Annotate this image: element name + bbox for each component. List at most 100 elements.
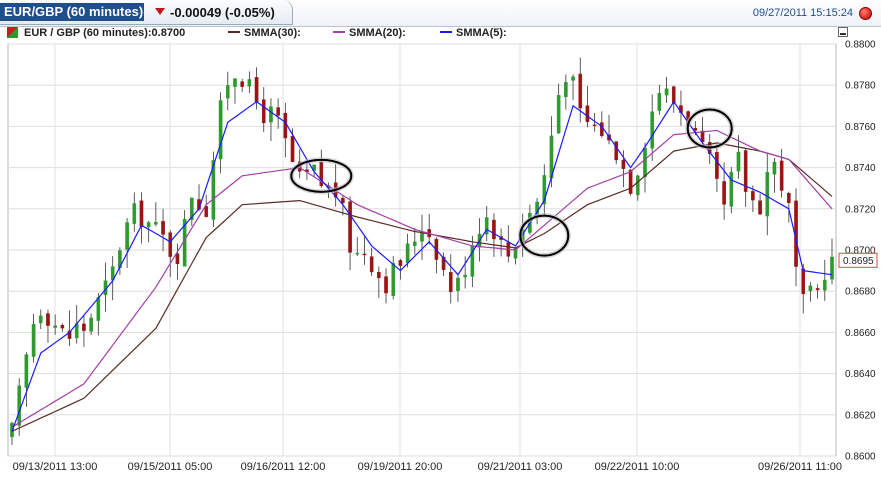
candle (154, 202, 158, 227)
live-indicator-icon[interactable] (859, 7, 872, 20)
candle (650, 94, 654, 162)
legend-smma20: SMMA(20): (333, 27, 406, 39)
candle (657, 84, 662, 115)
candle (413, 227, 417, 255)
price-change: -0.00049 (-0.05%) (170, 5, 275, 20)
candle (89, 313, 93, 336)
smma30-line (11, 142, 833, 432)
symbol-label[interactable]: EUR/GBP (60 minutes) (0, 3, 144, 21)
legend-smma5-label: SMMA(5): (456, 27, 507, 39)
candlestick-icon (7, 27, 18, 38)
candle (484, 205, 489, 242)
candle (38, 309, 43, 330)
last-price-label: 0.8695 (843, 256, 874, 267)
y-tick-label: 0.8700 (845, 246, 876, 257)
time-axis: 09/13/2011 13:00 09/15/2011 05:00 09/16/20… (13, 461, 842, 473)
chart-legend: EUR / GBP (60 minutes):0.8700 SMMA(30): … (0, 26, 881, 40)
candle (362, 236, 367, 265)
candle (391, 256, 396, 300)
candle (233, 78, 237, 104)
smma5-swatch (440, 31, 452, 34)
candle (635, 174, 640, 201)
candle (542, 164, 547, 217)
candle (247, 71, 252, 94)
quote-datetime: 09/27/2011 15:15:24 (752, 7, 853, 19)
candle (830, 238, 834, 285)
candle (218, 92, 223, 174)
candle (585, 85, 590, 128)
candle (722, 162, 726, 220)
y-tick-label: 0.8600 (845, 452, 876, 463)
candle (53, 314, 57, 335)
y-tick-label: 0.8680 (845, 287, 876, 298)
candle (348, 196, 352, 271)
candle (125, 218, 129, 269)
legend-smma5: SMMA(5): (440, 27, 507, 39)
candle (269, 98, 273, 141)
candle (664, 77, 669, 103)
x-tick-label: 09/21/2011 03:00 (478, 461, 563, 473)
x-tick-label: 09/19/2011 20:00 (358, 461, 443, 473)
price-axis: 0.8600 0.8620 0.8640 0.8660 0.8680 0.8700 0.87… (838, 40, 878, 463)
x-tick-label: 09/26/2011 11:00 (758, 461, 842, 473)
smma5-line (11, 100, 833, 432)
symbol-tab[interactable]: EUR/GBP (60 minutes) -0.00049 (-0.05%) (0, 0, 293, 25)
x-tick-label: 09/22/2011 10:00 (595, 461, 680, 473)
candle (736, 135, 741, 179)
candle (765, 152, 770, 236)
candle (492, 213, 496, 257)
x-tick-label: 09/13/2011 13:00 (13, 461, 98, 473)
y-tick-label: 0.8660 (845, 328, 876, 339)
smma30-swatch (228, 31, 240, 34)
candle (808, 282, 813, 302)
x-tick-label: 09/15/2011 05:00 (128, 461, 213, 473)
candle (671, 85, 676, 113)
chart-toolbar: EUR/GBP (60 minutes) -0.00049 (-0.05%) 0… (0, 0, 881, 27)
candle (448, 254, 453, 304)
candle (355, 237, 360, 257)
candle (592, 112, 597, 132)
candle (60, 323, 65, 332)
candle (175, 243, 180, 280)
candle (614, 141, 619, 165)
candle (456, 273, 460, 302)
candle (276, 98, 280, 129)
candle (384, 268, 388, 304)
candle (82, 315, 86, 347)
y-tick-label: 0.8740 (845, 163, 876, 174)
candle (24, 352, 29, 407)
candle (67, 310, 72, 347)
annotation-ellipse (290, 158, 353, 193)
candle (787, 191, 791, 223)
down-arrow-icon (155, 8, 165, 15)
smma20-swatch (333, 31, 345, 34)
x-tick-label: 09/16/2011 12:00 (241, 461, 326, 473)
y-tick-label: 0.8760 (845, 122, 876, 133)
y-tick-label: 0.8800 (845, 40, 876, 51)
candle (204, 194, 209, 218)
legend-smma30-label: SMMA(30): (244, 27, 301, 39)
candle (743, 148, 748, 207)
candle (146, 220, 151, 243)
candle (441, 252, 446, 277)
candle (31, 314, 36, 363)
annotation-ellipse (686, 108, 733, 149)
candle (758, 193, 762, 215)
candle (225, 71, 230, 111)
y-tick-label: 0.8640 (845, 369, 876, 380)
candle (729, 166, 734, 214)
candle (463, 256, 467, 289)
annotation-circles (288, 106, 735, 259)
candle (564, 74, 568, 110)
last-price-box (838, 252, 878, 268)
minimize-icon[interactable] (838, 27, 848, 37)
candle (556, 83, 561, 135)
candle (377, 266, 381, 298)
annotation-ellipse (519, 214, 570, 257)
candle (571, 74, 575, 100)
candle (240, 78, 244, 92)
candle (715, 144, 719, 192)
candle (190, 197, 194, 226)
candlestick-series (10, 57, 834, 446)
